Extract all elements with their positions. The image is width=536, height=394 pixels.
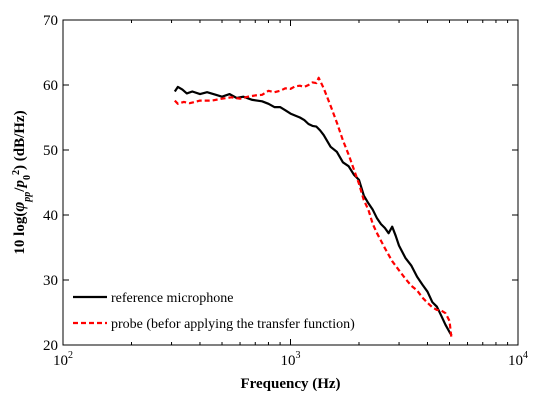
- y-tick-label: 30: [43, 273, 58, 289]
- tick-labels: 102 103 104 20 30 40 50 60 70: [43, 13, 528, 369]
- plot-frame: [62, 19, 519, 346]
- x-tick-label: 103: [281, 350, 301, 369]
- legend: reference microphone probe (befor applyi…: [73, 291, 355, 332]
- legend-entry-probe: probe (befor applying the transfer funct…: [111, 317, 355, 332]
- plot-series: [173, 76, 453, 339]
- y-tick-label: 70: [43, 13, 58, 29]
- x-axis-label: Frequency (Hz): [240, 376, 340, 392]
- series-reference-line: [173, 85, 453, 336]
- y-tick-label: 20: [43, 338, 58, 354]
- x-tick-label: 104: [508, 350, 528, 369]
- legend-entry-reference: reference microphone: [111, 291, 233, 306]
- y-tick-label: 40: [43, 208, 58, 224]
- series-probe-line: [174, 76, 453, 339]
- y-tick-label: 60: [43, 78, 58, 94]
- x-tick-label: 102: [53, 350, 73, 369]
- y-axis-label: 10 log(φpp/p02) (dB/Hz): [9, 110, 33, 254]
- y-tick-label: 50: [43, 143, 58, 159]
